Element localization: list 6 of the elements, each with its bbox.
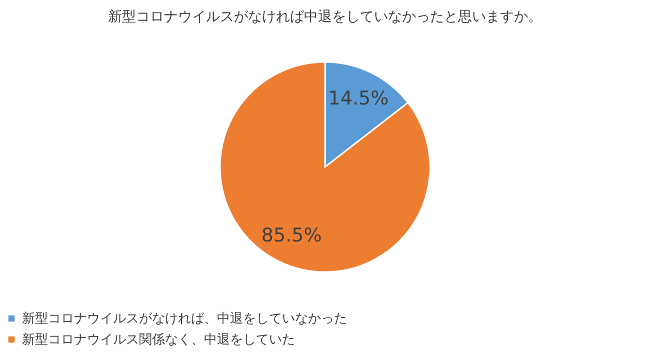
legend-label: 新型コロナウイルス関係なく、中退をしていた bbox=[22, 332, 295, 348]
legend-label: 新型コロナウイルスがなければ、中退をしていなかった bbox=[22, 312, 347, 326]
pie-slice bbox=[219, 61, 431, 273]
data-label: 14.5% bbox=[328, 88, 389, 110]
data-label: 85.5% bbox=[261, 224, 322, 246]
chart-title: 新型コロナウイルスがなければ中退をしていなかったと思いますか。 bbox=[108, 9, 542, 25]
